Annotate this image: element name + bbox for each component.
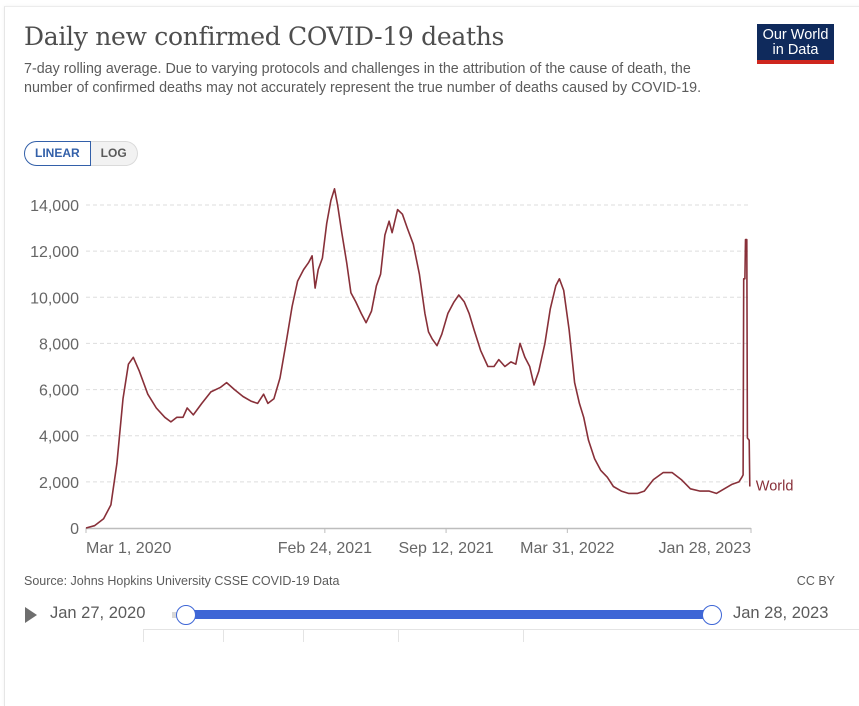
line-chart: 02,0004,0006,0008,00010,00012,00014,000 … bbox=[30, 188, 794, 557]
series-label-world: World bbox=[756, 478, 794, 494]
y-tick-label: 12,000 bbox=[30, 244, 79, 261]
timeline-selected-range[interactable] bbox=[186, 610, 712, 619]
y-tick-label: 14,000 bbox=[30, 198, 79, 215]
timeline-slider: Jan 27, 2020 Jan 28, 2023 bbox=[0, 600, 859, 630]
gridlines bbox=[86, 204, 751, 483]
timeline-end-handle[interactable] bbox=[702, 605, 722, 625]
x-tick-label: Jan 28, 2023 bbox=[658, 540, 751, 557]
linear-scale-button[interactable]: LINEAR bbox=[24, 141, 91, 166]
tab[interactable] bbox=[303, 630, 398, 642]
x-tick-label: Mar 31, 2022 bbox=[520, 540, 614, 557]
x-tick-label: Mar 1, 2020 bbox=[86, 540, 171, 557]
x-tick-label: Feb 24, 2021 bbox=[278, 540, 372, 557]
owid-logo[interactable]: Our World in Data bbox=[757, 24, 834, 64]
y-tick-label: 4,000 bbox=[39, 429, 79, 446]
chart-subtitle: 7-day rolling average. Due to varying pr… bbox=[24, 61, 702, 96]
timeline-start-handle[interactable] bbox=[176, 605, 196, 625]
scale-toggle: LINEAR LOG bbox=[24, 141, 138, 166]
x-tick-label: Sep 12, 2021 bbox=[398, 540, 493, 557]
y-tick-label: 6,000 bbox=[39, 383, 79, 400]
timeline-start-label: Jan 27, 2020 bbox=[50, 604, 146, 622]
series-line-world bbox=[85, 188, 751, 529]
y-axis-ticks: 0 2,000 4,000 6,000 8,000 10,000 12,000 14,000 bbox=[30, 198, 79, 538]
play-icon[interactable] bbox=[25, 607, 37, 623]
logo-line-1: Our World bbox=[762, 27, 829, 43]
tab[interactable] bbox=[223, 630, 303, 642]
y-tick-label: 10,000 bbox=[30, 290, 79, 307]
y-tick-label: 0 bbox=[70, 521, 79, 538]
tab[interactable] bbox=[143, 630, 223, 642]
tab[interactable] bbox=[398, 630, 523, 642]
log-scale-button[interactable]: LOG bbox=[90, 141, 138, 166]
bottom-tab-bar bbox=[143, 629, 859, 642]
chart-title: Daily new confirmed COVID-19 deaths bbox=[24, 22, 505, 51]
source-note: Source: Johns Hopkins University CSSE CO… bbox=[24, 574, 340, 588]
timeline-end-label: Jan 28, 2023 bbox=[733, 604, 829, 622]
tab[interactable] bbox=[523, 630, 613, 642]
y-tick-label: 2,000 bbox=[39, 475, 79, 492]
y-tick-label: 8,000 bbox=[39, 336, 79, 353]
chart-card bbox=[4, 6, 859, 706]
x-axis-ticks: Mar 1, 2020 Feb 24, 2021 Sep 12, 2021 Mar 3… bbox=[85, 528, 752, 557]
license-link[interactable]: CC BY bbox=[796, 574, 835, 588]
logo-line-2: in Data bbox=[772, 42, 819, 58]
